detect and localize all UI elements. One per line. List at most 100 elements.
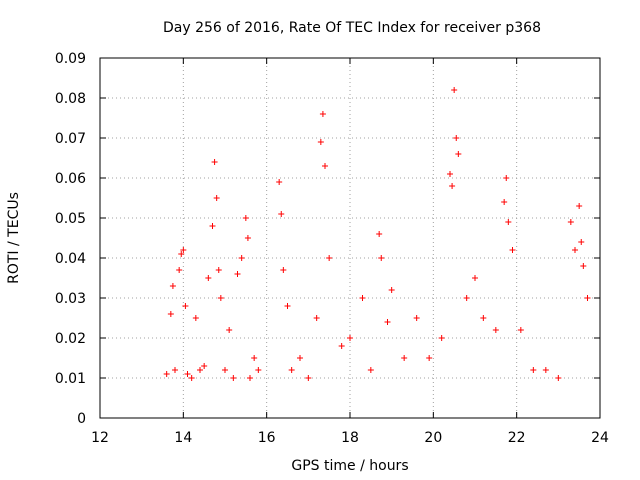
data-point (542, 367, 549, 373)
data-point (238, 255, 245, 261)
data-point (197, 367, 203, 373)
data-point (255, 367, 262, 373)
data-point (463, 295, 470, 301)
data-point (188, 375, 195, 381)
data-point (297, 355, 303, 361)
data-point (163, 371, 170, 377)
y-tick-label: 0.08 (55, 91, 86, 107)
x-tick-label: 20 (424, 430, 442, 446)
data-point (367, 367, 374, 373)
x-tick-label: 16 (258, 430, 276, 446)
x-tick-label: 24 (591, 430, 609, 446)
data-point (230, 375, 237, 381)
data-point (247, 375, 253, 381)
data-point (305, 375, 312, 381)
axis-ticks (99, 57, 601, 419)
data-point (451, 87, 458, 93)
data-point (319, 111, 326, 117)
data-point (578, 239, 585, 245)
data-point (215, 267, 222, 273)
x-tick-label: 22 (508, 430, 526, 446)
y-tick-label: 0.04 (55, 251, 86, 267)
y-tick-label: 0.09 (55, 51, 86, 67)
data-point (576, 203, 583, 209)
data-point (182, 303, 189, 309)
y-tick-label: 0.06 (55, 171, 86, 187)
data-point (251, 355, 258, 361)
data-point (211, 159, 218, 165)
y-tick-label: 0.01 (55, 371, 86, 387)
data-point (276, 179, 283, 185)
data-point (384, 319, 391, 325)
data-point (284, 303, 291, 309)
data-point (503, 175, 510, 181)
data-point (505, 219, 512, 225)
data-point (509, 247, 516, 253)
data-point (567, 219, 574, 225)
data-point (555, 375, 562, 381)
data-point (288, 367, 295, 373)
data-point (167, 311, 174, 317)
data-point (280, 267, 287, 273)
data-point (278, 211, 285, 217)
data-point (184, 371, 191, 377)
y-tick-label: 0 (77, 411, 86, 427)
data-point (226, 327, 233, 333)
data-point (359, 295, 366, 301)
data-point (313, 315, 320, 321)
data-point (201, 363, 208, 369)
data-point (378, 255, 385, 261)
y-axis-label: ROTI / TECUs (6, 192, 22, 284)
data-points (163, 87, 591, 381)
data-point (205, 275, 212, 281)
x-axis-label: GPS time / hours (291, 458, 408, 474)
data-point (401, 355, 408, 361)
data-point (517, 327, 524, 333)
data-point (317, 139, 324, 145)
y-tick-label: 0.02 (55, 331, 86, 347)
grid-lines (100, 58, 600, 418)
data-point (217, 295, 224, 301)
data-point (492, 327, 499, 333)
data-point (480, 315, 487, 321)
data-point (449, 183, 456, 189)
data-point (222, 367, 228, 373)
x-tick-labels: 12 14 16 18 20 22 24 (91, 430, 609, 446)
data-point (530, 367, 537, 373)
data-point (338, 343, 345, 349)
data-point (322, 163, 328, 169)
y-tick-label: 0.03 (55, 291, 86, 307)
data-point (447, 171, 453, 177)
data-point (413, 315, 420, 321)
data-point (580, 263, 587, 269)
x-tick-label: 12 (91, 430, 109, 446)
data-point (388, 287, 395, 293)
data-point (472, 275, 478, 281)
data-point (572, 247, 578, 253)
data-point (376, 231, 383, 237)
data-point (438, 335, 445, 341)
y-tick-label: 0.07 (55, 131, 86, 147)
data-point (213, 195, 220, 201)
data-point (584, 295, 591, 301)
data-point (426, 355, 433, 361)
y-tick-label: 0.05 (55, 211, 86, 227)
x-tick-label: 14 (174, 430, 192, 446)
data-point (347, 335, 353, 341)
data-point (242, 215, 249, 221)
data-point (192, 315, 199, 321)
data-point (453, 135, 460, 141)
data-point (169, 283, 176, 289)
data-point (180, 247, 187, 253)
data-point (244, 235, 251, 241)
data-point (234, 271, 241, 277)
y-tick-labels: 0 0.01 0.02 0.03 0.04 0.05 0.06 0.07 0.08 0.09 (55, 51, 86, 427)
data-point (455, 151, 462, 157)
data-point (172, 367, 178, 373)
data-point (209, 223, 216, 229)
data-point (501, 199, 508, 205)
data-point (176, 267, 183, 273)
data-point (178, 251, 185, 257)
chart-title: Day 256 of 2016, Rate Of TEC Index for r… (163, 20, 541, 36)
